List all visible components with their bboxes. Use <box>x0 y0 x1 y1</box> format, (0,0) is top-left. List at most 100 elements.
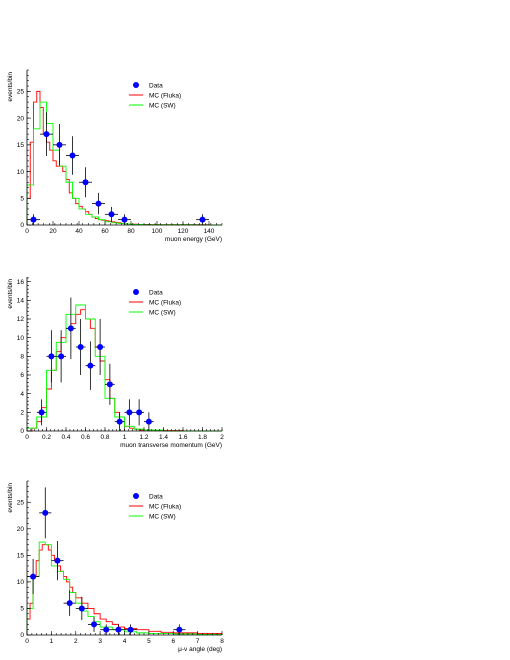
legend-data-label: Data <box>149 493 163 500</box>
x-tick-label: 1 <box>123 434 127 441</box>
data-point <box>78 605 85 612</box>
legend: Data MC (Fluka) MC (SW) <box>129 82 181 109</box>
series-mc-sw-histogram <box>26 304 222 432</box>
legend-data-label: Data <box>149 289 163 296</box>
legend-data-label: Data <box>149 82 163 89</box>
legend-mc-fluka-label: MC (Fluka) <box>149 92 181 99</box>
x-tick-label: 8 <box>220 638 224 645</box>
data-point <box>42 509 49 516</box>
x-tick-label: 1.6 <box>178 434 187 441</box>
data-point <box>91 621 98 628</box>
x-tick-label: 5 <box>147 638 151 645</box>
legend-mc-fluka-label: MC (Fluka) <box>149 503 181 510</box>
data-point <box>77 344 84 350</box>
y-tick-label: 12 <box>17 316 25 323</box>
x-tick-label: 2 <box>74 638 78 645</box>
y-tick-label: 5 <box>20 195 24 202</box>
y-axis-label: events/bin <box>7 279 14 309</box>
x-tick-label: 1 <box>50 638 54 645</box>
x-tick-label: 80 <box>127 228 135 235</box>
data-point <box>97 344 104 350</box>
x-tick-label: 2 <box>220 434 224 441</box>
y-tick-label: 14 <box>17 298 25 305</box>
data-point <box>121 216 128 223</box>
x-tick-label: 6 <box>171 638 175 645</box>
data-point <box>145 418 152 425</box>
x-axis-label: μ-ν angle (deg) <box>178 646 222 653</box>
data-point <box>115 626 122 633</box>
data-point <box>43 131 50 138</box>
data-point <box>66 600 73 607</box>
x-tick-label: 1.4 <box>159 434 168 441</box>
x-tick-label: 4 <box>123 638 127 645</box>
data-point <box>106 381 113 388</box>
x-tick-label: 60 <box>101 228 109 235</box>
x-tick-label: 0.8 <box>100 434 109 441</box>
data-point <box>82 179 89 186</box>
x-tick-label: 120 <box>178 228 189 235</box>
data-point <box>95 200 102 207</box>
y-tick-label: 5 <box>20 606 24 613</box>
x-tick-label: 140 <box>204 228 215 235</box>
legend-data-marker <box>133 82 139 88</box>
legend: Data MC (Fluka) MC (SW) <box>129 289 181 316</box>
x-tick-label: 0.4 <box>61 434 70 441</box>
x-tick-label: 0 <box>25 434 29 441</box>
data-point <box>54 557 61 564</box>
data-point <box>108 211 115 218</box>
y-tick-label: 0 <box>20 428 24 435</box>
x-tick-label: 7 <box>196 638 200 645</box>
data-point <box>38 409 45 416</box>
y-axis-label: events/bin <box>7 483 14 513</box>
x-tick-label: 1.8 <box>198 434 207 441</box>
axes <box>26 70 222 226</box>
y-tick-label: 10 <box>17 579 25 586</box>
data-point <box>67 325 74 332</box>
chart-3: 0 1 2 3 4 5 6 7 8 0 5 10 15 20 25 μ-ν angle (deg) events… <box>7 480 224 653</box>
y-tick-label: 2 <box>20 410 24 417</box>
data-point <box>58 353 65 360</box>
legend-mc-fluka-label: MC (Fluka) <box>149 299 181 306</box>
y-tick-label: 4 <box>20 391 24 398</box>
legend-mc-sw-label: MC (SW) <box>149 513 176 520</box>
x-tick-label: 20 <box>49 228 57 235</box>
y-tick-label: 6 <box>20 372 24 379</box>
data-point <box>116 418 123 425</box>
chart-1: 0 20 40 60 80 100 120 140 0 5 10 15 20 25 muon energy … <box>7 69 223 243</box>
series-mc-sw-histogram <box>26 541 223 635</box>
data-point <box>30 216 37 223</box>
y-tick-label: 16 <box>17 279 25 286</box>
y-tick-label: 8 <box>20 354 24 361</box>
x-tick-label: 100 <box>152 228 163 235</box>
y-tick-label: 15 <box>17 553 25 560</box>
y-tick-label: 20 <box>17 115 25 122</box>
y-tick-label: 0 <box>20 632 24 639</box>
data-point <box>56 141 63 148</box>
x-tick-label: 1.2 <box>139 434 148 441</box>
chart-2: 0 0.2 0.4 0.6 0.8 1 1.2 1.4 1.6 1.8 2 0 2 4 6 8 10 12 14 16… <box>7 277 224 449</box>
y-tick-label: 25 <box>17 89 25 96</box>
data-point <box>87 362 94 369</box>
y-tick-label: 10 <box>17 169 25 176</box>
data-point <box>136 409 143 416</box>
data-point <box>127 626 134 633</box>
x-tick-label: 0.2 <box>42 434 51 441</box>
x-tick-label: 0.6 <box>81 434 90 441</box>
data-point <box>126 409 133 416</box>
x-tick-label: 0 <box>25 228 29 235</box>
y-tick-label: 20 <box>17 526 25 533</box>
x-tick-label: 0 <box>25 638 29 645</box>
legend-mc-sw-label: MC (SW) <box>149 309 176 316</box>
data-point <box>176 626 183 633</box>
legend-mc-sw-label: MC (SW) <box>149 102 176 109</box>
data-point <box>69 152 76 159</box>
data-point <box>103 626 110 633</box>
data-point <box>199 216 206 223</box>
data-point <box>30 573 37 580</box>
y-tick-label: 0 <box>20 222 24 229</box>
x-axis-label: muon transverse momentum (GeV) <box>120 442 222 449</box>
x-axis-label: muon energy (GeV) <box>165 236 222 243</box>
y-tick-label: 10 <box>17 335 25 342</box>
y-axis-label: events/bin <box>7 72 14 102</box>
